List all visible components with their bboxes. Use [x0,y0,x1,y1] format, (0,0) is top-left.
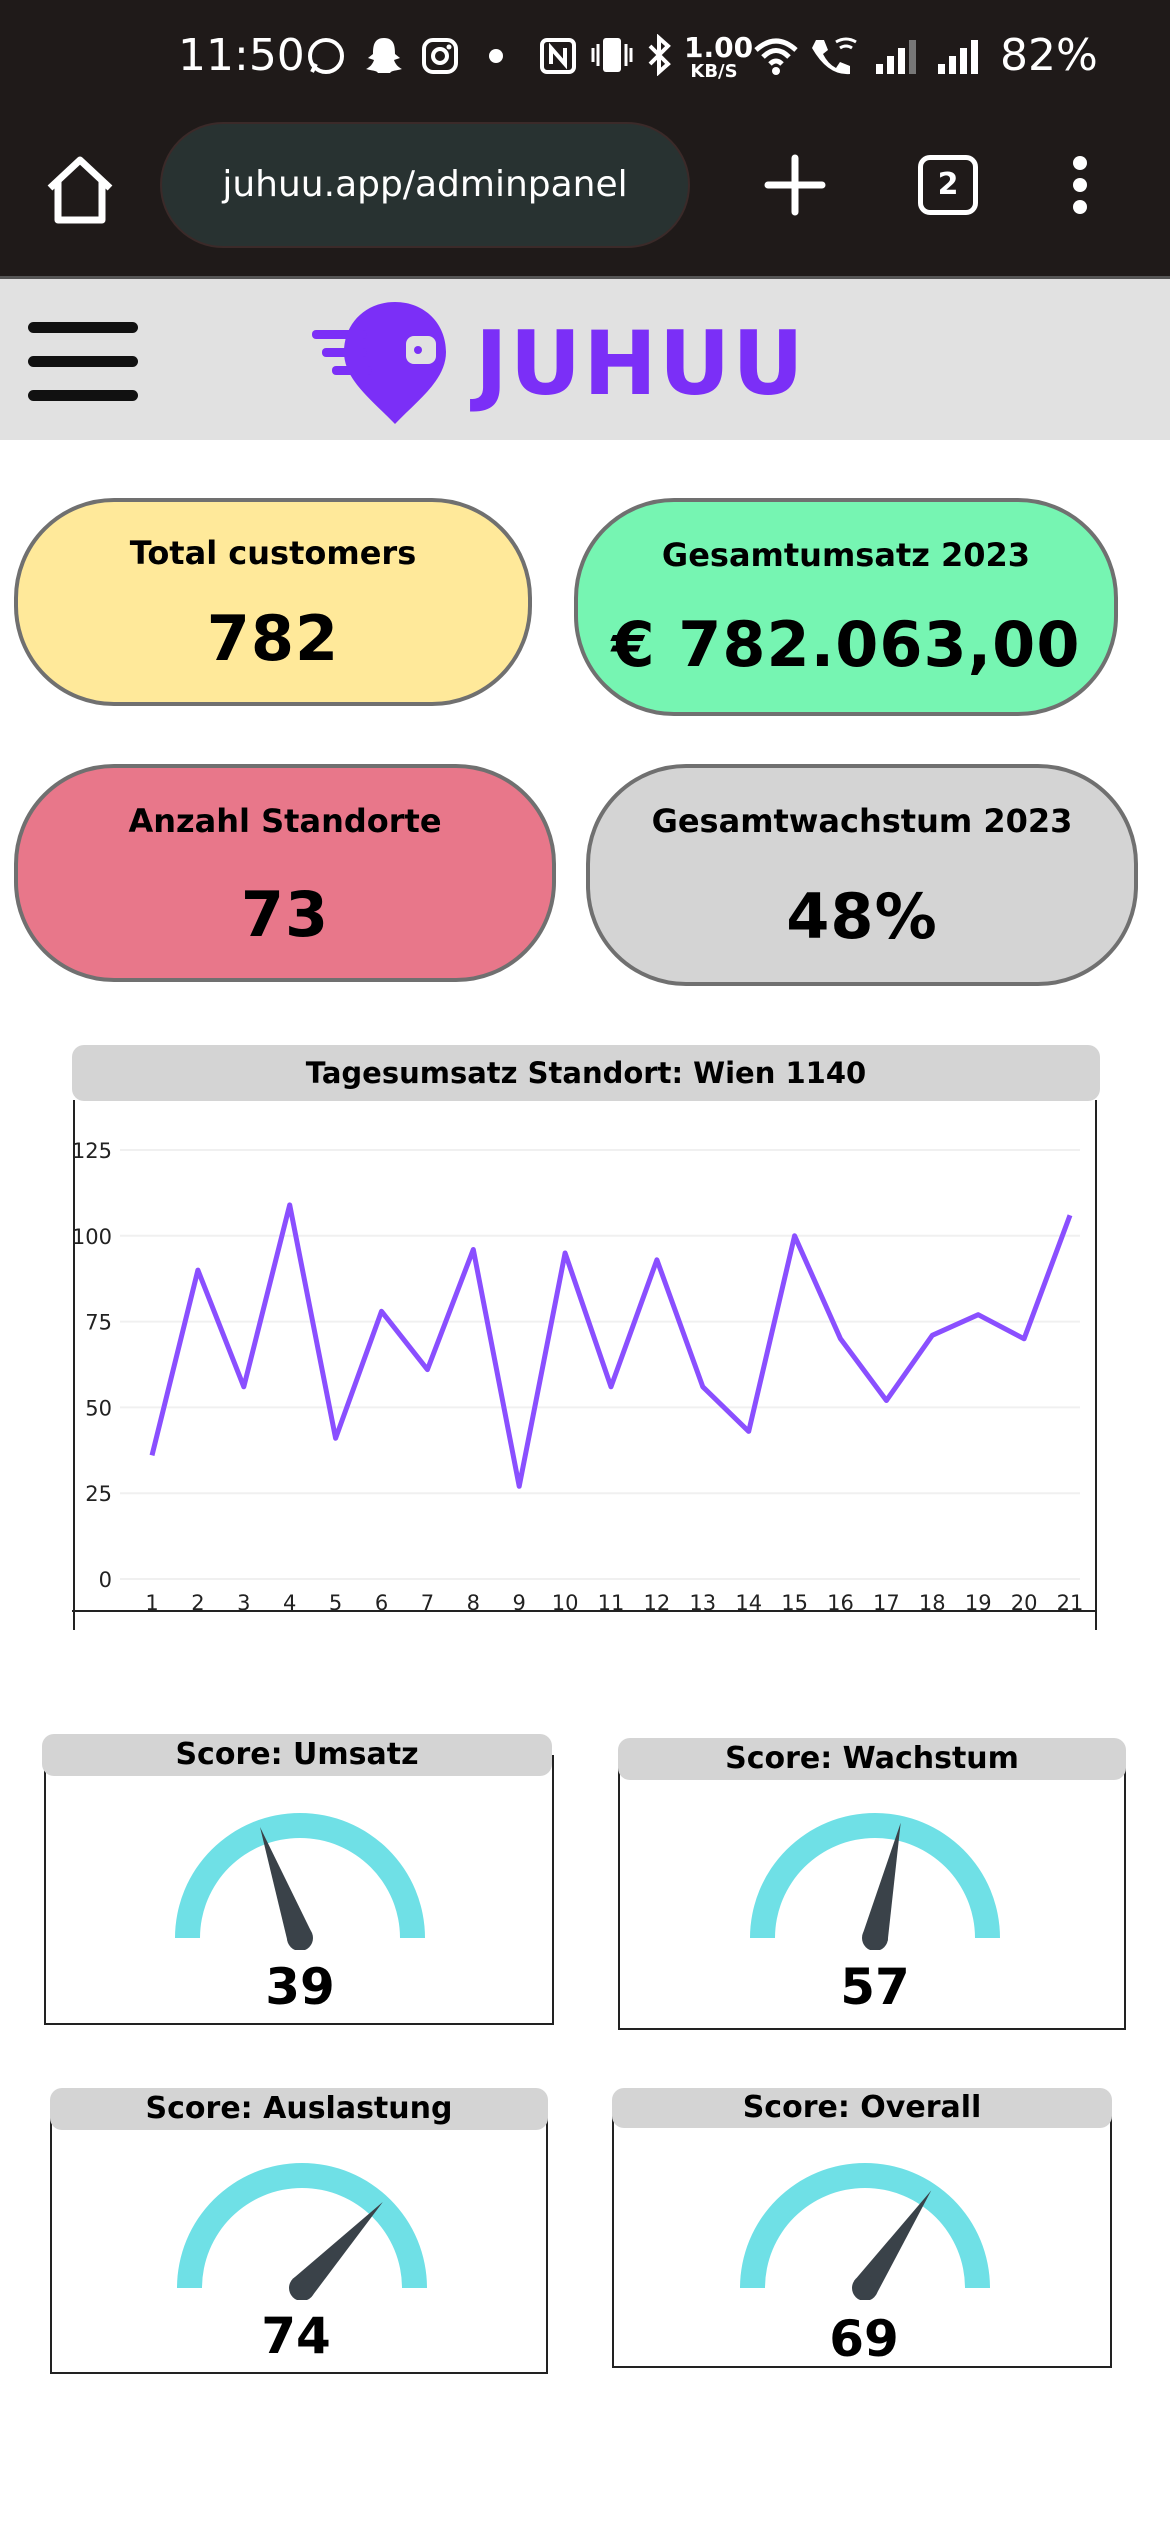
x-tick-label: 8 [467,1591,480,1615]
x-tick-label: 7 [421,1591,434,1615]
net-speed-value: 1.00 [684,31,754,64]
gauge-title: Score: Overall [612,2088,1112,2128]
brand-name: JUHUU [470,312,806,415]
divider [0,276,1170,279]
y-tick-label: 125 [72,1139,112,1163]
gauge-hub [287,1925,313,1950]
x-tick-label: 1 [145,1591,158,1615]
gauge-overall [740,2163,990,2300]
gauge-card-auslastung [50,2110,548,2374]
signal-icon [938,40,978,74]
gauge-needle [292,2202,383,2297]
x-tick-label: 3 [237,1591,250,1615]
gauge-umsatz [175,1813,425,1950]
kpi-value: 73 [240,878,330,951]
gauge-auslastung [177,2163,427,2300]
signal-icon [876,40,916,74]
kpi-total-customers: Total customers 782 [14,498,532,706]
whatsapp-icon [308,38,344,74]
hamburger-menu-icon[interactable] [28,322,138,402]
gauge-needle [862,1822,901,1941]
gauge-card-wachstum [618,1760,1126,2030]
instagram-icon [422,38,458,74]
series-line [149,1202,1073,1489]
kpi-gesamtwachstum: Gesamtwachstum 2023 48% [586,764,1138,986]
wifi-call-icon [812,37,857,75]
gauge-hub [852,2275,878,2300]
gauge-hub [289,2275,315,2300]
kpi-value: 782 [206,602,340,675]
x-tick-label: 4 [283,1591,296,1615]
y-tick-label: 25 [85,1482,112,1506]
gauge-title: Score: Wachstum [618,1738,1126,1780]
gauge-arc [177,2163,427,2288]
tab-switcher-button[interactable]: 2 [918,155,978,215]
x-tick-label: 6 [375,1591,388,1615]
gauge-arc [750,1813,1000,1938]
gauge-value: 39 [265,1958,335,2016]
gauge-value: 57 [840,1958,910,2016]
x-tick-label: 5 [329,1591,342,1615]
new-tab-icon[interactable] [760,150,830,220]
more-menu-icon[interactable] [1065,155,1095,215]
kpi-label: Gesamtumsatz 2023 [661,536,1031,574]
gauge-title: Score: Auslastung [50,2088,548,2130]
kpi-label: Anzahl Standorte [128,802,442,840]
kpi-value: € 782.063,00 [611,608,1081,681]
vibrate-icon [591,38,633,72]
app-header [0,279,1170,440]
gauge-card-umsatz [44,1755,554,2025]
home-icon[interactable] [40,150,120,230]
gauge-card-overall [612,2110,1112,2368]
kpi-value: 48% [786,880,938,953]
snapchat-icon [366,38,402,73]
x-tick-label: 2 [191,1591,204,1615]
kpi-label: Gesamtwachstum 2023 [651,802,1073,840]
gauge-arc [740,2163,990,2288]
net-speed: 1.00 KB/S [684,31,754,82]
dot-icon [489,49,503,63]
y-tick-label: 0 [99,1568,112,1592]
gauge-wachstum [750,1813,1000,1950]
gauge-value: 74 [261,2307,331,2365]
nfc-icon [540,38,576,74]
bluetooth-icon [648,34,671,76]
chart-title: Tagesumsatz Standort: Wien 1140 [72,1045,1100,1101]
kpi-label: Total customers [129,534,417,572]
gauge-needle [260,1827,313,1943]
x-tick-label: 9 [513,1591,526,1615]
kpi-gesamtumsatz: Gesamtumsatz 2023 € 782.063,00 [574,498,1118,716]
juhuu-logo: JUHUU [312,302,806,424]
gauge-arc [175,1813,425,1938]
status-bar [0,0,1170,120]
gauge-value: 69 [829,2310,899,2368]
gauge-hub [862,1925,888,1950]
wifi-icon [754,38,798,75]
battery-level: 82% [1000,30,1098,81]
kpi-anzahl-standorte: Anzahl Standorte 73 [14,764,556,982]
url-bar[interactable]: juhuu.app/adminpanel [160,122,690,248]
gauge-title: Score: Umsatz [42,1734,552,1776]
y-tick-label: 100 [72,1225,112,1249]
net-speed-unit: KB/S [690,61,738,82]
y-tick-label: 50 [85,1396,112,1420]
gauge-needle [854,2190,932,2296]
status-time: 11:50 [178,30,305,81]
y-tick-label: 75 [85,1311,112,1335]
